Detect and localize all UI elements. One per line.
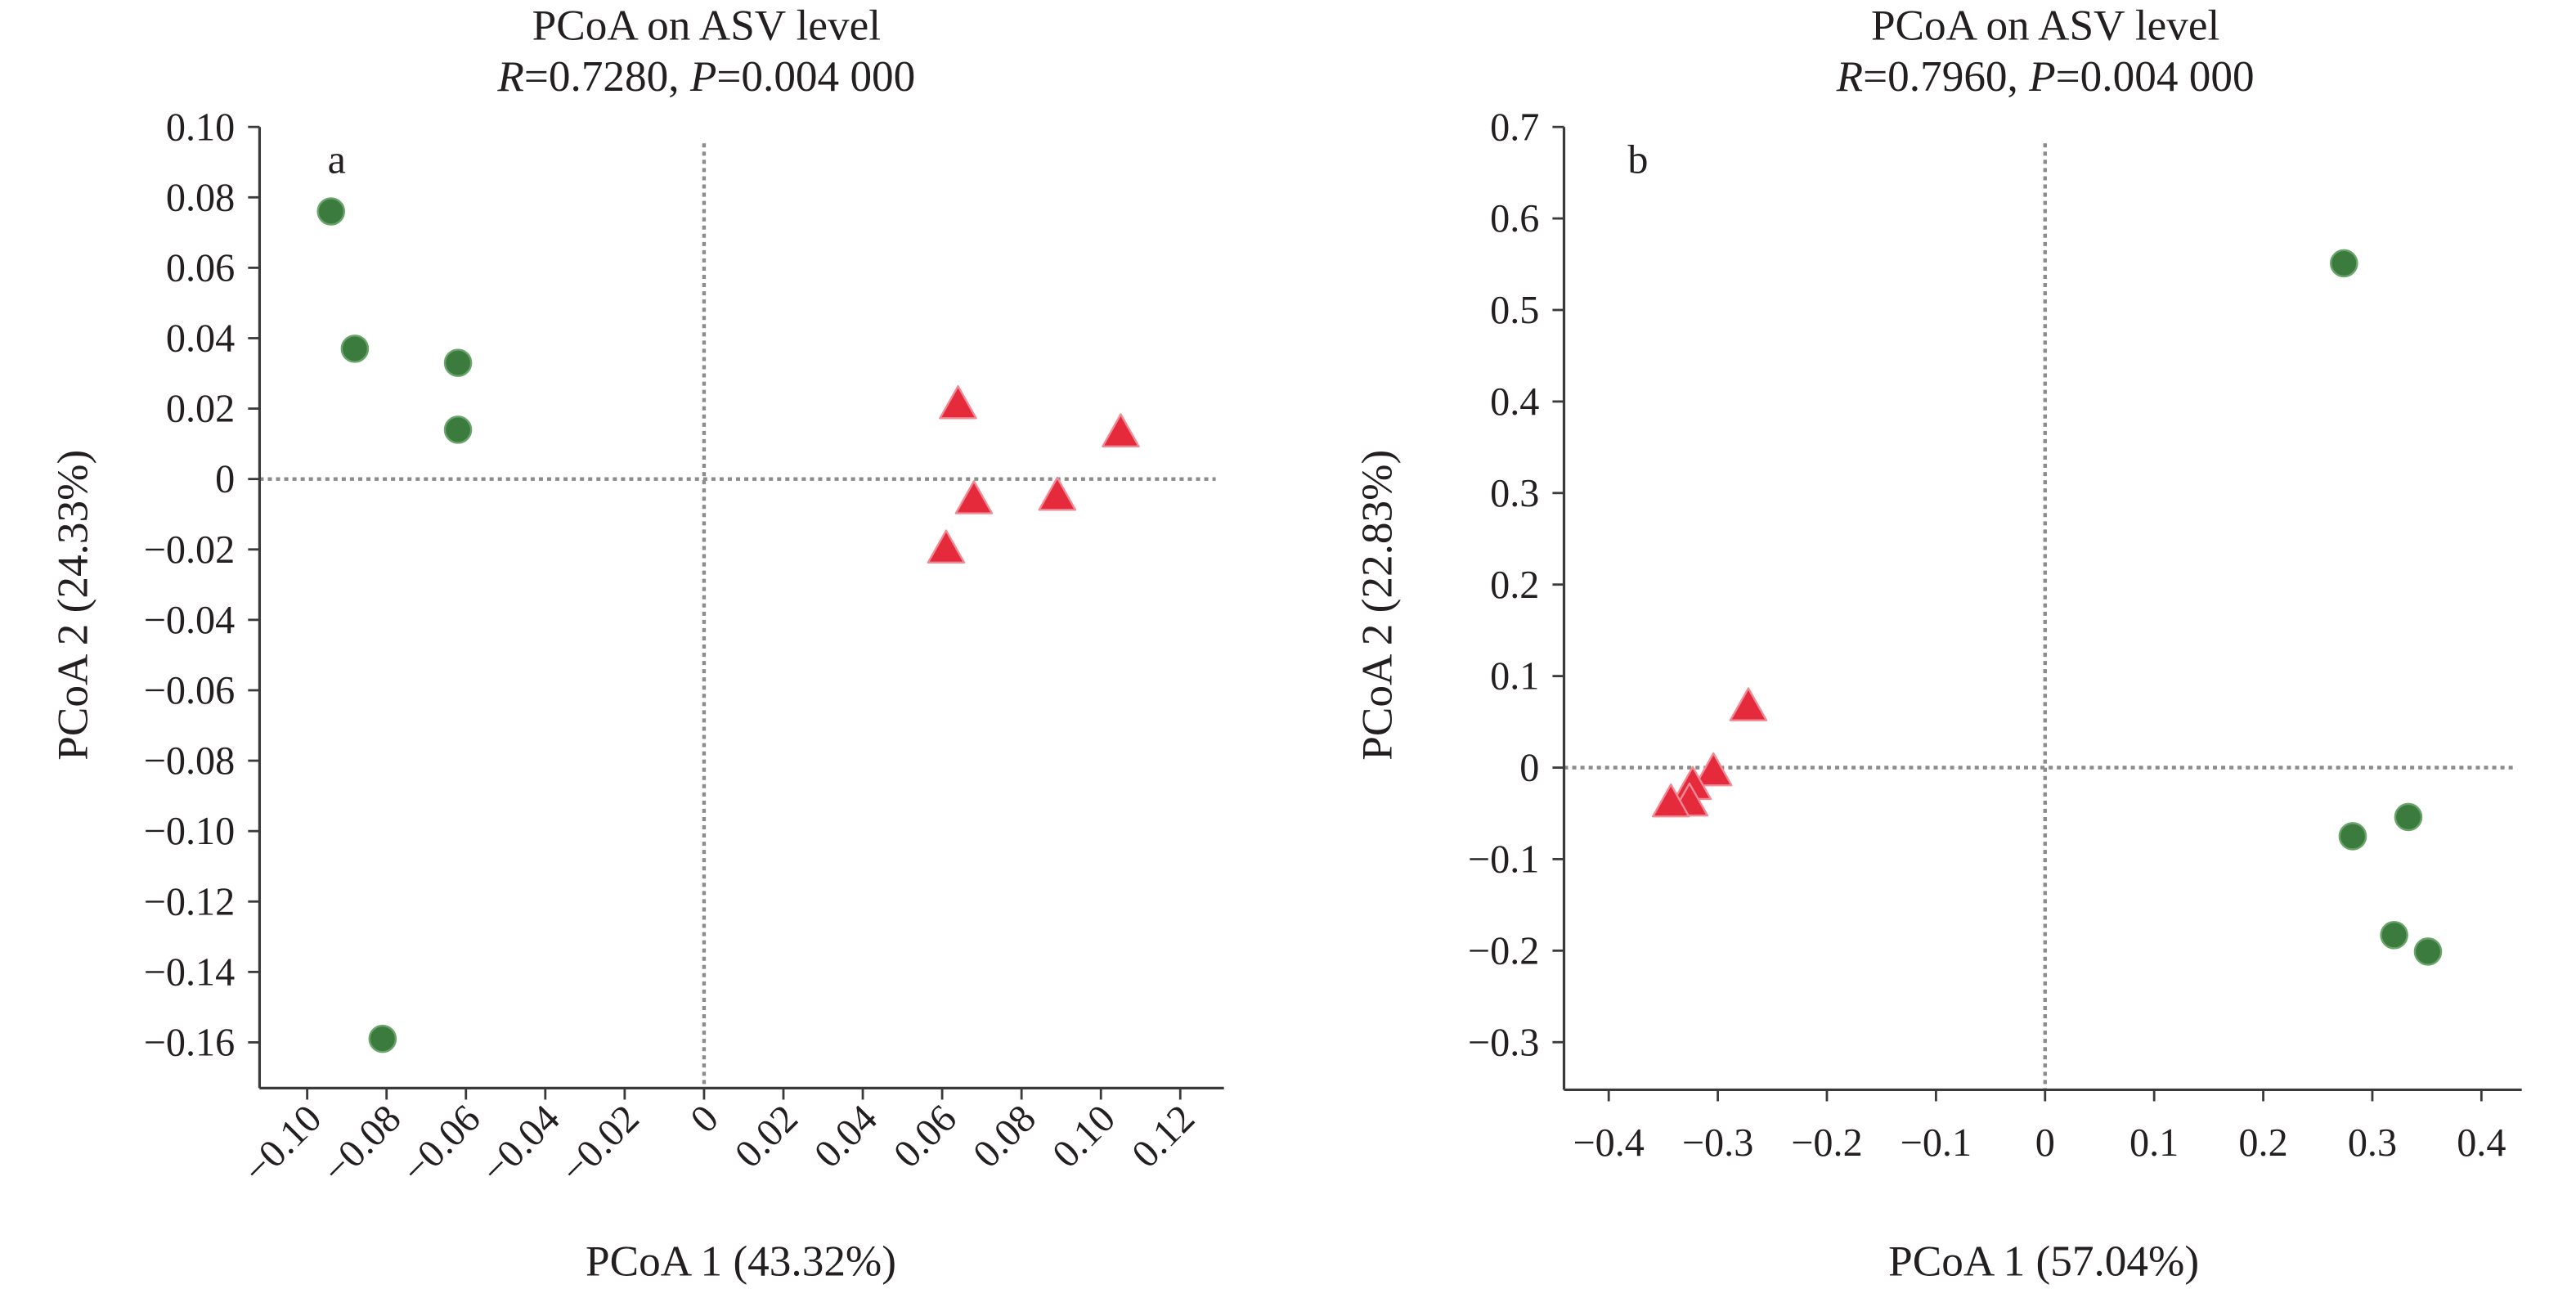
chart-statistics: R=0.7960, P=0.004 000 (1836, 52, 2255, 101)
panel-label: a (328, 136, 346, 182)
chart-title: PCoA on ASV level (1871, 2, 2219, 50)
x-tick-label: −0.2 (1791, 1121, 1862, 1165)
y-tick-label: −0.04 (144, 599, 236, 642)
y-tick-label: 0.5 (1490, 289, 1539, 332)
y-tick-label: 0.4 (1490, 380, 1539, 424)
chart-title: PCoA on ASV level (532, 2, 881, 50)
x-tick-label: −0.4 (1573, 1121, 1644, 1165)
plot-area: 0.7 0.6 0.5 0.4 0.3 0.2 0.1 0 −0.1 −0.2 −0.3 −0.4 −0… (1468, 106, 2522, 1165)
x-tick-label: 0 (682, 1097, 727, 1142)
x-tick-label: 0.3 (2348, 1121, 2397, 1165)
y-tick-label: −0.10 (144, 810, 236, 853)
y-tick-label: −0.16 (144, 1022, 236, 1065)
y-tick-label: −0.02 (144, 528, 236, 572)
y-tick-label: −0.2 (1468, 929, 1539, 972)
data-point-triangle (1038, 476, 1077, 511)
y-tick-label: −0.1 (1468, 838, 1539, 881)
panel-label: b (1627, 136, 1648, 182)
y-tick-label: −0.06 (144, 669, 236, 712)
x-axis-label: PCoA 1 (57.04%) (1888, 1237, 2199, 1285)
x-tick-label: 0.06 (886, 1097, 965, 1176)
data-point-circle (443, 348, 473, 377)
data-point-triangle (1694, 752, 1733, 787)
x-tick-label: −0.04 (473, 1097, 568, 1192)
y-tick-label: 0.04 (166, 317, 235, 361)
y-tick-label: −0.12 (144, 880, 236, 923)
panel-a: PCoA on ASV level R=0.7280, P=0.004 000 … (48, 2, 1224, 1285)
data-point-triangle (954, 480, 994, 514)
y-axis-label: PCoA 2 (22.83%) (1353, 450, 1402, 761)
x-tick-label: 0.10 (1044, 1097, 1124, 1176)
x-tick-label: 0.12 (1124, 1097, 1203, 1176)
y-tick-label: −0.14 (144, 950, 236, 994)
data-point-triangle (927, 529, 966, 564)
plot-area: 0.100.080.060.040.020−0.02−0.04−0.06−0.0… (144, 106, 1224, 1192)
x-tick-label: −0.02 (552, 1097, 647, 1192)
y-tick-label: −0.3 (1468, 1021, 1539, 1064)
y-tick-label: 0.3 (1490, 472, 1539, 515)
x-tick-label: −0.06 (393, 1097, 488, 1192)
x-tick-label: 0.02 (727, 1097, 806, 1176)
x-tick-label: 0.1 (2129, 1121, 2179, 1165)
data-point-circle (340, 335, 370, 363)
x-tick-label: −0.10 (235, 1097, 330, 1192)
data-point-triangle (1651, 783, 1690, 818)
y-tick-label: 0 (1519, 747, 1539, 790)
x-tick-label: 0.2 (2238, 1121, 2287, 1165)
x-tick-label: −0.1 (1901, 1121, 1972, 1165)
data-point-triangle (1102, 413, 1140, 447)
x-axis-label: PCoA 1 (43.32%) (586, 1237, 896, 1285)
y-tick-label: 0.02 (166, 388, 235, 431)
chart-statistics: R=0.7280, P=0.004 000 (496, 52, 915, 101)
y-tick-label: 0.2 (1490, 564, 1539, 607)
data-point-circle (368, 1024, 397, 1053)
data-point-circle (2413, 937, 2443, 966)
y-tick-label: 0.6 (1490, 197, 1539, 240)
data-point-circle (443, 415, 473, 444)
x-tick-label: −0.3 (1682, 1121, 1753, 1165)
data-point-triangle (939, 384, 977, 420)
data-point-circle (316, 197, 346, 226)
panel-b: PCoA on ASV level R=0.7960, P=0.004 000 … (1353, 2, 2522, 1285)
x-tick-label: 0.4 (2457, 1121, 2506, 1165)
y-tick-label: −0.08 (144, 739, 236, 783)
y-tick-label: 0.10 (166, 106, 235, 149)
data-point-circle (2329, 249, 2358, 278)
x-tick-label: 0 (2035, 1121, 2055, 1165)
data-point-triangle (1729, 687, 1768, 721)
data-point-circle (2380, 921, 2408, 950)
x-tick-label: 0.08 (965, 1097, 1044, 1176)
y-tick-label: 0.08 (166, 176, 235, 219)
y-tick-label: 0.1 (1490, 655, 1539, 698)
y-tick-label: 0 (215, 458, 235, 501)
x-tick-label: −0.08 (314, 1097, 409, 1192)
data-point-circle (2394, 802, 2423, 832)
x-tick-label: 0.04 (806, 1097, 886, 1176)
data-point-circle (2338, 822, 2367, 851)
y-tick-label: 0.7 (1490, 106, 1539, 149)
y-axis-label: PCoA 2 (24.33%) (48, 450, 96, 761)
y-tick-label: 0.06 (166, 246, 235, 290)
